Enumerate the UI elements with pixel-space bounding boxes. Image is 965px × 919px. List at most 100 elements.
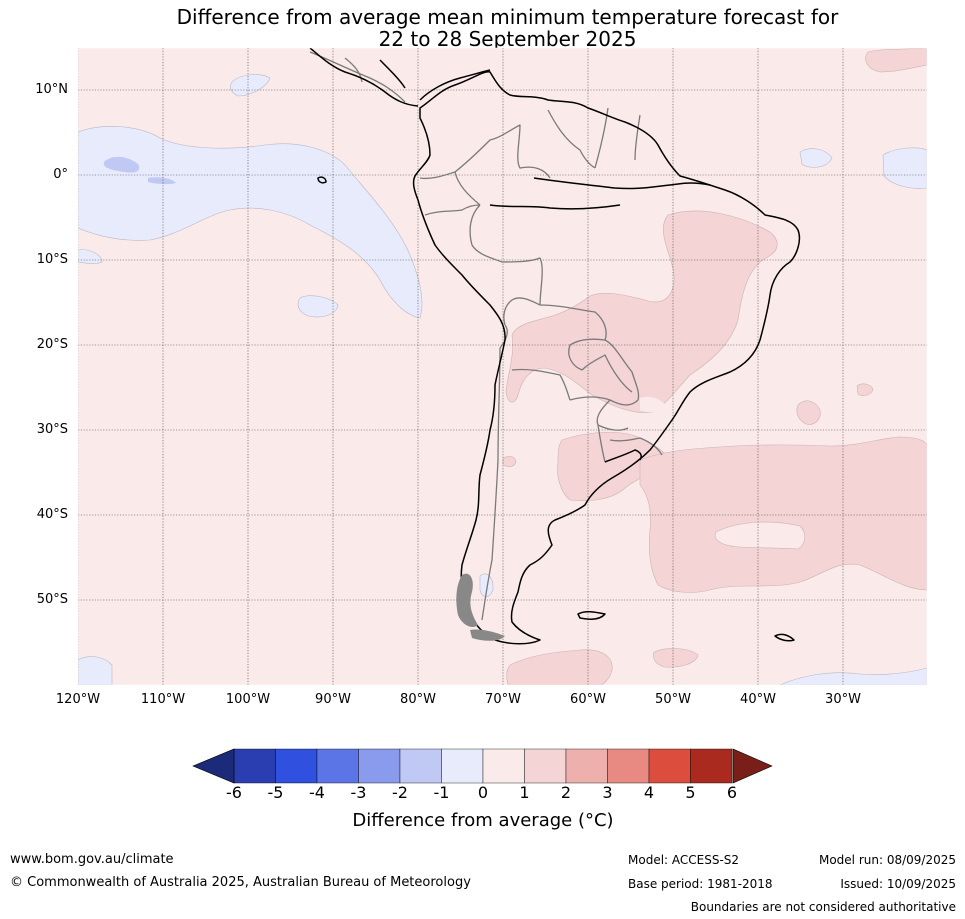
lighter-hole-south-atlantic	[714, 521, 806, 550]
border-ecuador-peru	[424, 204, 481, 216]
border-chile-argentina	[481, 347, 501, 621]
colorbar-swatch	[565, 748, 608, 784]
colorbar-swatch	[648, 748, 691, 784]
patagonian-archipelago	[456, 573, 505, 641]
colorbar-swatch	[441, 748, 484, 784]
colorbar-tick-label: -6	[226, 783, 242, 802]
colorbar-tick-label: 3	[602, 783, 613, 802]
colorbar-swatch	[316, 748, 359, 784]
colorbar-swatch	[690, 748, 733, 784]
colorbar-tick-label: 5	[685, 783, 696, 802]
coast-gulf-mexico	[379, 59, 406, 89]
colorbar-swatch	[399, 748, 442, 784]
warm-region-chile	[502, 455, 517, 468]
latitude-label: 0°	[53, 167, 68, 182]
longitude-label: 80°W	[400, 692, 436, 707]
base-period-label: Base period: 1981-2018	[628, 877, 773, 891]
anomaly-field-base	[78, 48, 927, 685]
border-paraguay-brazil	[604, 339, 640, 401]
cool-region-north-pacific	[230, 74, 271, 97]
colorbar-swatch	[607, 748, 650, 784]
colorbar-swatch	[524, 748, 567, 784]
boundaries-note: Boundaries are not considered authoritat…	[690, 900, 956, 914]
website-link[interactable]: www.bom.gov.au/climate	[10, 852, 174, 867]
coast-falklands	[577, 610, 606, 620]
colorbar-tick-label: 6	[726, 783, 738, 802]
colorbar-swatch	[482, 748, 525, 784]
border-guyana-suriname	[594, 107, 609, 169]
cool-core-2	[148, 177, 176, 185]
map-title-line1: Difference from average mean minimum tem…	[176, 5, 839, 29]
colorbar-extend-high	[732, 748, 773, 784]
cool-core-1	[103, 156, 140, 173]
colorbar-tick-label: 2	[560, 783, 572, 802]
colorbar-swatch	[358, 748, 401, 784]
border-bolivia-paraguay	[581, 354, 633, 393]
cool-region-east-pacific	[78, 126, 423, 319]
colorbar-tick-label: 4	[643, 783, 655, 802]
coast-south-america	[412, 71, 801, 645]
border-argentina-uruguay	[597, 424, 606, 463]
colorbar-swatch	[275, 748, 318, 784]
map-area	[78, 48, 927, 685]
border-suriname-guiana	[634, 114, 641, 161]
border-chile-bolivia	[499, 324, 508, 349]
map-title-line2: 22 to 28 September 2025	[378, 27, 637, 51]
cool-region-atlantic-north	[799, 148, 833, 168]
warm-anomaly-regions	[502, 48, 927, 685]
colorbar-tick-label: 1	[519, 783, 530, 802]
longitude-label: 90°W	[315, 692, 351, 707]
colorbar-tick-label: -1	[433, 783, 450, 802]
warm-region-south-atlantic	[639, 436, 927, 593]
coast-plata	[604, 449, 642, 463]
warm-region-atlantic-small2	[856, 383, 874, 396]
model-label: Model: ACCESS-S2	[628, 853, 740, 867]
border-peru-brazil	[469, 204, 543, 306]
country-borders	[309, 51, 663, 621]
latitude-label: 20°S	[36, 337, 68, 352]
longitude-label: 50°W	[655, 692, 691, 707]
latitude-label: 40°S	[36, 507, 68, 522]
colorbar-tick-label: -2	[392, 783, 408, 802]
cool-region-antarctic-east	[779, 667, 927, 685]
copyright-text: © Commonwealth of Australia 2025, Austra…	[10, 875, 471, 890]
coast-caribbean	[419, 69, 491, 101]
longitude-label: 110°W	[140, 692, 186, 707]
colorbar-tick-label: -3	[350, 783, 367, 802]
border-central-america	[309, 51, 406, 103]
latitude-label: 30°S	[36, 422, 68, 437]
warm-region-southern-ocean-2	[653, 648, 699, 668]
cool-region-atlantic-ne	[882, 147, 927, 189]
border-uruguay-brazil	[609, 437, 663, 456]
cool-anomaly-regions	[78, 74, 927, 685]
colorbar-extend-low	[192, 748, 235, 784]
warm-region-argentina	[557, 431, 673, 501]
colorbar	[192, 748, 773, 784]
coast-amazon-river-2	[489, 204, 621, 210]
longitude-label: 70°W	[485, 692, 521, 707]
coast-central-america	[309, 48, 419, 107]
model-run-label: Model run: 08/09/2025	[818, 853, 956, 867]
coast-amazon-river	[533, 177, 711, 190]
latitude-label: 50°S	[36, 592, 68, 607]
warm-region-southern-ocean	[506, 649, 613, 685]
coast-galapagos	[317, 176, 327, 184]
issued-label: Issued: 10/09/2025	[840, 877, 956, 891]
colorbar-title: Difference from average (°C)	[352, 810, 614, 831]
latitude-label: 10°N	[35, 82, 68, 97]
warm-region-brazil	[505, 210, 778, 413]
colorbar-tick-label: -4	[309, 783, 325, 802]
cool-region-galapagos-south	[297, 295, 339, 318]
longitude-label: 100°W	[225, 692, 271, 707]
lighter-hole-brazil	[640, 396, 666, 413]
warm-region-ne-atlantic	[865, 48, 927, 73]
map-frame	[77, 47, 928, 686]
border-colombia-ecuador	[419, 171, 481, 206]
border-ca-2	[344, 57, 363, 83]
cool-region-antarctic-west	[78, 656, 113, 685]
longitude-label: 120°W	[55, 692, 101, 707]
border-venezuela-guyana	[547, 109, 596, 169]
colorbar-swatch	[233, 748, 276, 784]
coast-south-georgia	[774, 633, 795, 642]
